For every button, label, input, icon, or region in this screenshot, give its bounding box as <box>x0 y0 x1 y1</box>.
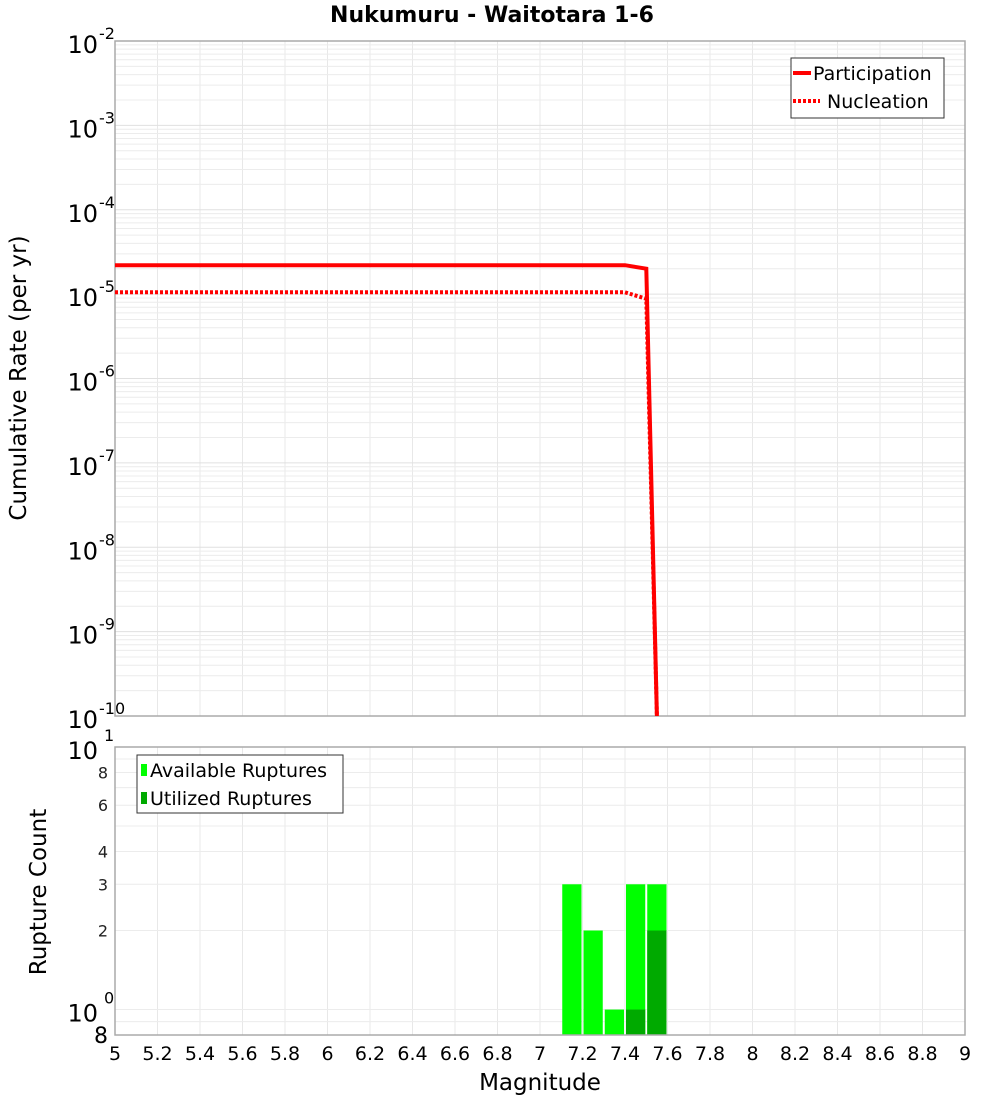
svg-text:10: 10 <box>67 369 98 397</box>
svg-text:7.8: 7.8 <box>695 1043 725 1065</box>
available-legend-swatch <box>141 764 147 776</box>
legend-available: Available Ruptures <box>150 760 327 782</box>
legend-nucleation: Nucleation <box>827 91 929 113</box>
bottom-legend: Available Ruptures Utilized Ruptures <box>136 754 344 814</box>
svg-text:5: 5 <box>109 1043 121 1065</box>
chart-title: Nukumuru - Waitotara 1-6 <box>330 3 654 28</box>
top-y-axis-label: Cumulative Rate (per yr) <box>6 235 32 520</box>
svg-text:6.8: 6.8 <box>482 1043 512 1065</box>
svg-text:6.4: 6.4 <box>397 1043 427 1065</box>
svg-text:5.4: 5.4 <box>185 1043 215 1065</box>
svg-text:10: 10 <box>67 284 98 312</box>
svg-text:-4: -4 <box>99 193 115 212</box>
svg-text:5.2: 5.2 <box>142 1043 172 1065</box>
svg-text:-9: -9 <box>99 615 115 634</box>
svg-text:8: 8 <box>94 1024 108 1049</box>
svg-text:9: 9 <box>959 1043 971 1065</box>
svg-text:4: 4 <box>98 842 108 861</box>
top-legend: Participation Nucleation <box>790 57 945 119</box>
x-axis-label: Magnitude <box>479 1070 601 1096</box>
svg-text:6.2: 6.2 <box>355 1043 385 1065</box>
svg-text:10: 10 <box>67 706 98 734</box>
svg-text:8.8: 8.8 <box>907 1043 937 1065</box>
svg-text:8: 8 <box>98 763 108 782</box>
svg-text:2: 2 <box>98 922 108 941</box>
top-y-axis-ticks: 10-210-310-410-510-610-710-810-910-10 <box>67 24 125 734</box>
top-plot-grid <box>114 41 966 717</box>
bottom-plot-frame <box>114 746 966 1036</box>
svg-text:10: 10 <box>67 1000 98 1028</box>
svg-text:8.2: 8.2 <box>780 1043 810 1065</box>
svg-text:1: 1 <box>104 726 114 745</box>
legend-participation: Participation <box>813 63 932 85</box>
svg-text:10: 10 <box>67 200 98 228</box>
bottom-plot-bars <box>562 884 667 1035</box>
svg-text:10: 10 <box>67 115 98 143</box>
svg-text:8.4: 8.4 <box>822 1043 852 1065</box>
svg-text:-8: -8 <box>99 530 115 549</box>
svg-text:7.2: 7.2 <box>567 1043 597 1065</box>
svg-text:-3: -3 <box>99 108 115 127</box>
svg-text:8.6: 8.6 <box>865 1043 895 1065</box>
svg-text:6: 6 <box>321 1043 333 1065</box>
utilized-legend-swatch <box>141 792 147 804</box>
svg-text:-6: -6 <box>99 362 115 381</box>
top-plot-lines <box>115 263 659 717</box>
svg-text:-5: -5 <box>99 277 115 296</box>
bottom-y-axis-ticks: 10 1 8 6 4 3 2 10 0 8 <box>67 726 114 1049</box>
svg-text:6: 6 <box>98 796 108 815</box>
legend-utilized: Utilized Ruptures <box>150 788 312 810</box>
svg-text:-10: -10 <box>99 699 125 718</box>
svg-text:0: 0 <box>104 989 114 1008</box>
svg-text:7.6: 7.6 <box>652 1043 682 1065</box>
svg-text:10: 10 <box>67 453 98 481</box>
bottom-y-axis-label: Rupture Count <box>26 809 52 975</box>
svg-text:7: 7 <box>534 1043 546 1065</box>
svg-text:8: 8 <box>746 1043 758 1065</box>
svg-text:-2: -2 <box>99 24 115 43</box>
svg-text:10: 10 <box>67 537 98 565</box>
svg-text:-7: -7 <box>99 446 115 465</box>
top-plot-frame <box>114 40 966 717</box>
x-axis-ticks: 5 5.2 5.4 5.6 5.8 6 6.2 6.4 6.6 6.8 7 7.2 7.4 7.6 7.8 8… <box>109 1043 971 1065</box>
svg-text:10: 10 <box>67 31 98 59</box>
svg-text:7.4: 7.4 <box>610 1043 640 1065</box>
svg-text:5.8: 5.8 <box>270 1043 300 1065</box>
svg-text:10: 10 <box>67 622 98 650</box>
svg-text:10: 10 <box>67 737 98 765</box>
svg-text:3: 3 <box>98 875 108 894</box>
svg-text:6.6: 6.6 <box>440 1043 470 1065</box>
svg-text:5.6: 5.6 <box>227 1043 257 1065</box>
